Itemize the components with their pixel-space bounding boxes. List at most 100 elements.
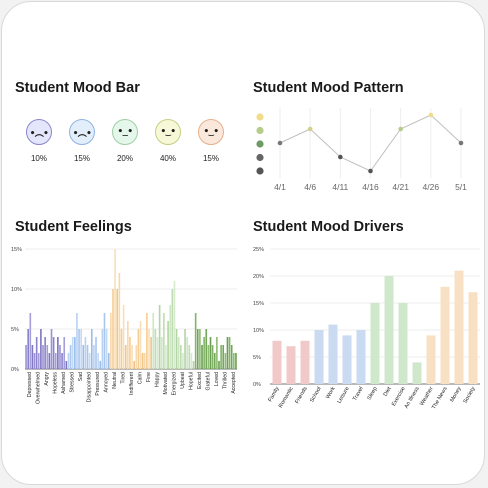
feeling-bar [86, 345, 89, 369]
feeling-bar [48, 353, 51, 369]
driver-label: Travel [352, 386, 365, 402]
feeling-label: Annoyed [104, 372, 110, 393]
feelings-chart: 0% 5% 10% 15% Depressed Overwhelmed Angry Hopel… [11, 247, 237, 404]
feeling-bar [52, 337, 55, 369]
y-tick-label: 5% [11, 327, 19, 333]
feeling-bar [213, 353, 216, 369]
feeling-bar [205, 329, 208, 369]
driver-label: Work [325, 386, 337, 400]
feeling-bar [180, 345, 182, 369]
feeling-bar [222, 345, 225, 369]
feeling-bar [163, 313, 165, 369]
feeling-bar [160, 337, 163, 369]
y-tick-label: 25% [253, 247, 264, 253]
feeling-bar [207, 345, 210, 369]
feeling-label: Angry [44, 372, 50, 386]
feeling-bar [143, 353, 146, 369]
feeling-label: Disappointed [87, 372, 93, 402]
mood-pattern-chart: 4/1 4/6 4/11 4/16 4/21 4/26 5/1 [256, 108, 467, 192]
mood-point [277, 140, 283, 146]
feeling-bar [150, 337, 152, 369]
feeling-bar [105, 329, 108, 369]
mood-point [338, 154, 343, 160]
mood-face-item: •︵• 15% [67, 119, 97, 163]
driver-bar [370, 303, 380, 384]
x-tick-label: 4/21 [392, 182, 409, 192]
mood-point [398, 126, 403, 132]
y-tick-label: 0% [253, 382, 261, 388]
y-tick-label: 5% [253, 355, 261, 361]
driver-bar [468, 292, 478, 384]
driver-bar [286, 346, 296, 384]
feeling-bar [101, 329, 104, 369]
driver-bar [300, 340, 310, 384]
y-tick-label: 10% [11, 287, 22, 293]
feeling-bar [99, 361, 102, 369]
feeling-bar [90, 329, 93, 369]
mood-face-item: •‿• 15% [196, 119, 226, 163]
feeling-bar [218, 361, 220, 369]
feeling-bar [184, 329, 186, 369]
feeling-label: Pressured [95, 372, 101, 396]
feeling-bar [61, 353, 63, 369]
feeling-label: Fine [146, 372, 152, 382]
feeling-bar [46, 345, 49, 369]
feeling-bar [152, 313, 155, 369]
feeling-bar [211, 345, 214, 369]
feeling-bar [190, 353, 193, 369]
mood-pattern-title: Student Mood Pattern [253, 80, 404, 96]
feeling-bar [177, 337, 180, 369]
feeling-bar [31, 345, 34, 369]
feeling-bar [37, 353, 40, 369]
feeling-bar [216, 337, 218, 369]
mood-face-item: •︵• 10% [24, 119, 54, 163]
feeling-label: Energized [171, 372, 177, 395]
feeling-label: Hopeful [188, 372, 194, 390]
y-tick-label: 15% [11, 247, 22, 253]
feeling-bar [59, 345, 61, 369]
legend-dot [256, 153, 264, 162]
feeling-bar [169, 305, 172, 369]
feeling-bar [235, 353, 237, 369]
feeling-bar [33, 353, 36, 369]
driver-bar [454, 270, 464, 384]
feeling-bar [82, 345, 85, 369]
mood-percent-label: 15% [73, 154, 90, 163]
feeling-label: Stressed [70, 372, 76, 393]
feeling-label: Neutral [112, 372, 118, 389]
feeling-bar [84, 337, 87, 369]
driver-label: Diet [383, 386, 393, 398]
mood-face-icon: •︵• [26, 119, 52, 145]
y-tick-label: 10% [253, 328, 264, 334]
driver-label: Leisure [337, 386, 351, 405]
x-tick-label: 4/1 [274, 182, 286, 192]
feeling-bar [154, 329, 157, 369]
feeling-bar [63, 337, 66, 369]
legend-dot [256, 167, 264, 175]
driver-label: Sleep [366, 386, 378, 401]
feeling-bar [226, 337, 229, 369]
feeling-bar [220, 345, 222, 369]
feeling-bar [44, 337, 46, 369]
feeling-label: Ashamed [61, 372, 67, 394]
feeling-bar [129, 337, 131, 369]
feeling-label: Thrilled [222, 372, 228, 389]
feeling-bar [27, 329, 29, 369]
x-tick-label: 4/16 [362, 182, 379, 192]
feeling-bar [199, 329, 201, 369]
feeling-bar [80, 329, 82, 369]
feeling-bar [148, 329, 150, 369]
driver-bar [356, 330, 366, 384]
mood-percent-label: 15% [202, 154, 219, 163]
mood-percent-label: 10% [30, 154, 47, 163]
y-tick-label: 20% [253, 274, 264, 280]
x-tick-label: 5/1 [455, 182, 467, 192]
mood-face-item: •‿• 40% [153, 119, 183, 163]
feeling-label: Overwhelmed [36, 372, 42, 404]
feeling-label: Sad [78, 372, 84, 381]
feeling-bar [107, 353, 110, 369]
feeling-bar [182, 353, 184, 369]
feeling-bar [57, 337, 59, 369]
feeling-bar [186, 337, 188, 369]
